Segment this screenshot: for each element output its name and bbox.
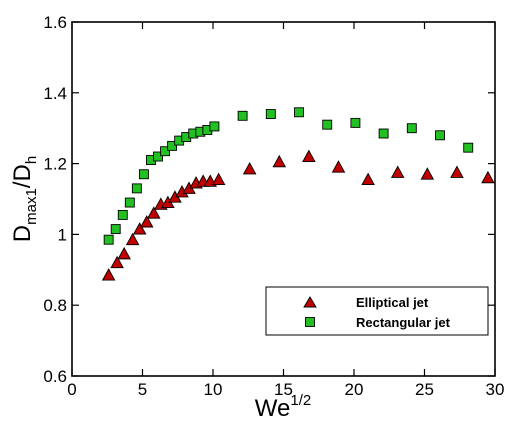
data-point-rectangular-jet: [265, 109, 276, 119]
data-point-rectangular-jet: [350, 117, 361, 128]
data-point-elliptical-jet: [117, 246, 131, 260]
legend-marker-rectangular: [305, 317, 315, 327]
data-point-elliptical-jet: [242, 161, 257, 175]
tick-labels: 0 5 10 15 20 25 30 0.6 0.8 1 1.2 1.4 1.6: [43, 13, 504, 399]
data-point-elliptical-jet: [420, 167, 435, 180]
data-point-elliptical-jet: [390, 165, 405, 178]
data-point-elliptical-jet: [139, 215, 154, 228]
data-point-rectangular-jet: [160, 146, 171, 157]
x-tick-label: 15: [274, 380, 293, 399]
y-axis-title-base: D: [9, 225, 36, 242]
data-point-rectangular-jet: [209, 121, 220, 132]
y-axis-title-subscript-2: h: [23, 156, 40, 164]
data-point-rectangular-jet: [124, 197, 135, 208]
data-point-rectangular-jet: [435, 130, 445, 141]
data-point-rectangular-jet: [237, 110, 248, 121]
x-axis-title-base: We: [255, 395, 291, 422]
x-axis-title: We1/2: [255, 392, 311, 422]
data-point-elliptical-jet: [331, 160, 346, 173]
x-tick-label: 20: [345, 380, 364, 399]
data-point-elliptical-jet: [132, 222, 147, 235]
data-point-rectangular-jet: [117, 209, 128, 220]
y-tick-label: 1.2: [43, 155, 67, 174]
data-point-rectangular-jet: [103, 234, 114, 245]
x-tick-label: 0: [67, 380, 76, 399]
y-tick-label: 1.4: [43, 84, 67, 103]
data-point-rectangular-jet: [463, 142, 474, 153]
x-axis-title-superscript: 1/2: [290, 392, 311, 409]
data-point-rectangular-jet: [153, 151, 163, 162]
legend: Elliptical jet Rectangular jet: [265, 286, 489, 336]
data-point-elliptical-jet: [125, 232, 140, 246]
data-point-rectangular-jet: [406, 123, 417, 134]
legend-label-rectangular: Rectangular jet: [356, 315, 451, 330]
y-axis-title-subscript-1: max1: [23, 188, 40, 225]
legend-marker-elliptical: [303, 296, 317, 308]
y-tick-label: 1.6: [43, 13, 67, 32]
y-tick-label: 0.8: [43, 296, 67, 315]
data-point-rectangular-jet: [131, 183, 142, 194]
data-point-elliptical-jet: [110, 255, 124, 269]
data-point-rectangular-jet: [322, 119, 333, 130]
data-point-elliptical-jet: [361, 172, 375, 185]
data-point-rectangular-jet: [167, 140, 178, 151]
data-point-elliptical-jet: [101, 268, 116, 281]
data-point-rectangular-jet: [110, 224, 121, 235]
legend-box: [265, 286, 489, 336]
legend-label-elliptical: Elliptical jet: [356, 295, 429, 310]
y-axis-title-mid: /D: [9, 164, 36, 188]
data-point-elliptical-jet: [211, 172, 226, 185]
y-tick-label: 1: [58, 225, 67, 244]
x-tick-label: 5: [138, 380, 147, 399]
data-point-elliptical-jet: [147, 206, 161, 219]
data-point-elliptical-jet: [450, 165, 464, 178]
x-tick-label: 10: [204, 380, 223, 399]
data-point-elliptical-jet: [481, 170, 495, 184]
y-axis-title: Dmax1/Dh: [9, 156, 40, 242]
y-tick-label: 0.6: [43, 367, 67, 386]
data-point-elliptical-jet: [302, 149, 316, 162]
data-point-elliptical-jet: [272, 154, 287, 168]
data-point-rectangular-jet: [138, 169, 149, 180]
data-point-rectangular-jet: [378, 128, 389, 139]
data-point-rectangular-jet: [294, 107, 304, 118]
x-tick-label: 25: [415, 380, 434, 399]
data-markers: [101, 107, 495, 281]
x-tick-label: 30: [486, 380, 505, 399]
axis-ticks: [71, 21, 496, 377]
